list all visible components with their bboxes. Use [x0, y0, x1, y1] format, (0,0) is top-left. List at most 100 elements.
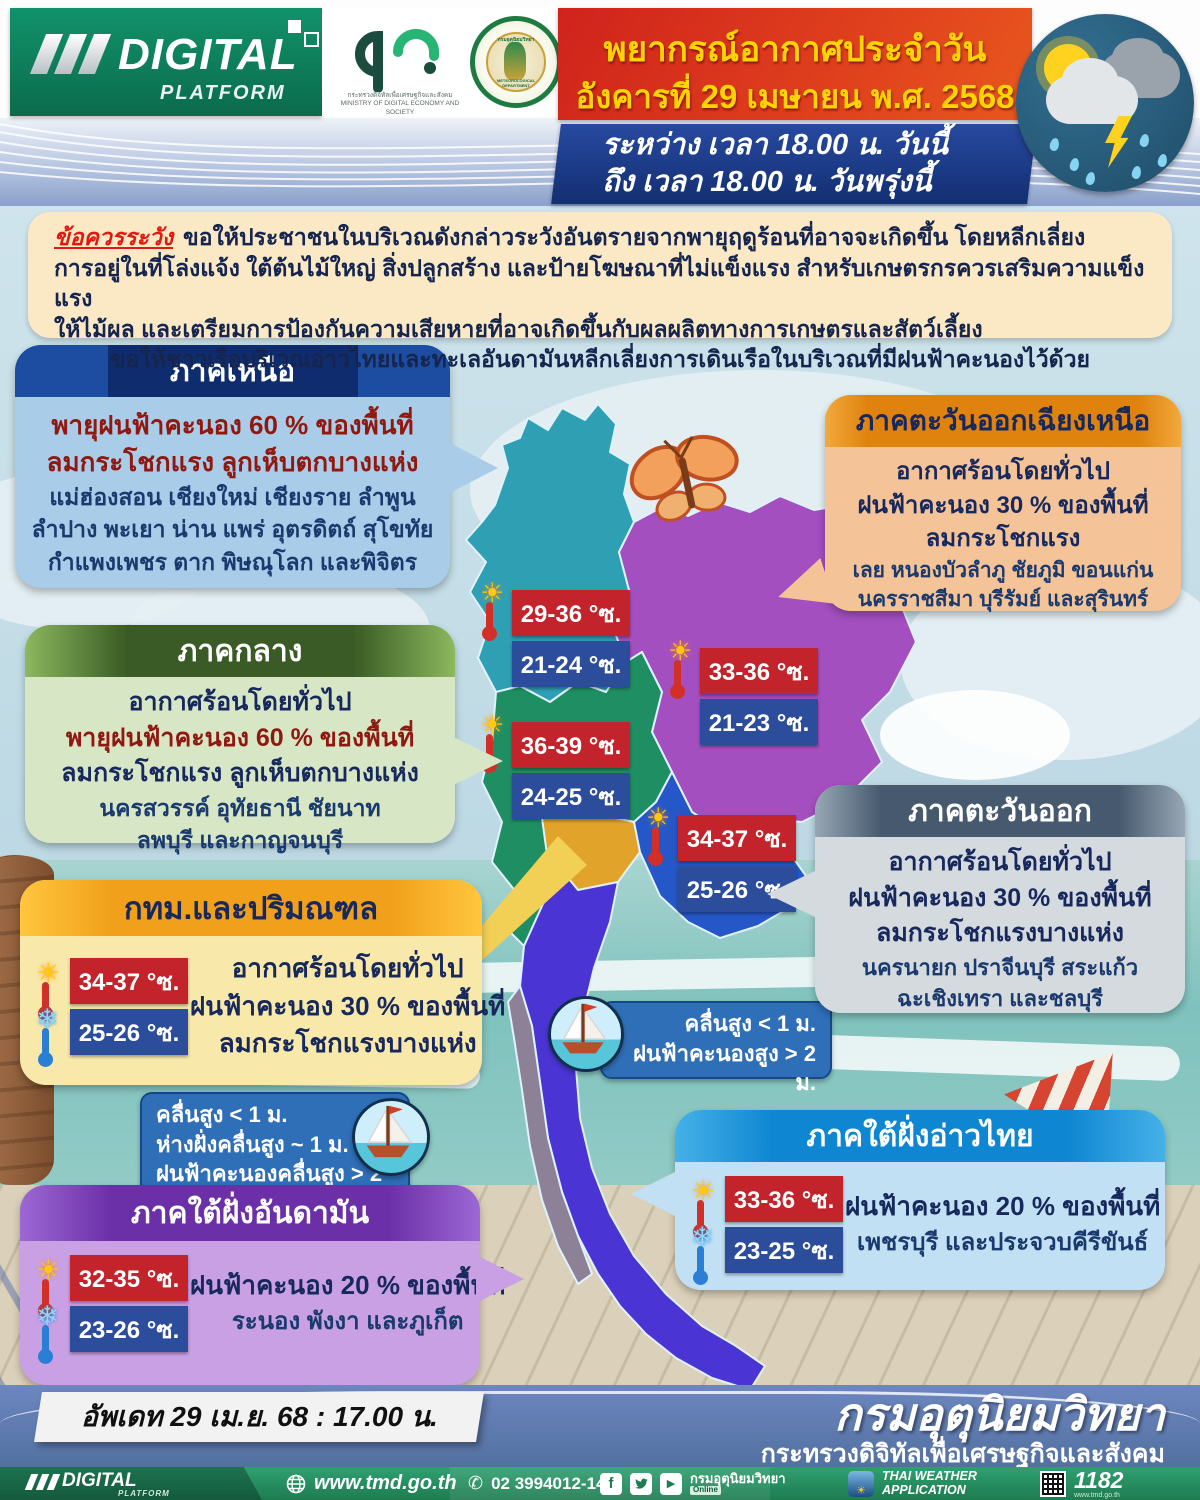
region-header: กทม.และปริมณฑล [20, 880, 482, 936]
logo-square-icon [304, 32, 319, 47]
raindrop-icon [1138, 133, 1151, 148]
forecast-line: ฝนฟ้าคะนอง 30 % ของพื้นที่ [848, 883, 1152, 912]
phone-number: 02 3994012-14 [491, 1473, 606, 1493]
province-line: ลพบุรี และกาญจนบุรี [136, 827, 344, 854]
region-header: ภาคใต้ฝั่งอ่าวไทย [675, 1110, 1165, 1162]
region-title: ภาคใต้ฝั่งอ่าวไทย [806, 1119, 1034, 1153]
ministry-caption-thai: กระทรวงดิจิทัลเพื่อเศรษฐกิจและสังคม [347, 92, 453, 99]
hotline-number: 1182 [1074, 1466, 1124, 1493]
thai-weather-app-icon: ☀ [848, 1470, 874, 1497]
seal-text-bottom: METEOROLOGICAL DEPARTMENT [496, 78, 536, 88]
cold-thermometer-icon: ❄ [687, 1222, 723, 1285]
title-banner: พยากรณ์อากาศประจำวัน อังคารที่ 29 เมษายน… [558, 8, 1032, 120]
forecast-line: อากาศร้อนโดยทั่วไป [231, 953, 464, 983]
wave-line: ฝนฟ้าคะนองสูง > 2 ม. [633, 1040, 816, 1096]
region-header: ภาคเหนือ [15, 345, 450, 397]
warning-line: ให้ไม้ผล และเตรียมการป้องกันความเสียหายท… [54, 315, 983, 342]
temp-low: 23-26 °ซ. [70, 1306, 188, 1352]
youtube-icon: ▶ [660, 1472, 682, 1495]
footer-bar: DIGITAL PLATFORM www.tmd.go.th ✆ 02 3994… [0, 1467, 1200, 1500]
social-account-name: กรมอุตุนิยมวิทยา [690, 1471, 786, 1487]
warning-line: การอยู่ในที่โล่งแจ้ง ใต้ต้นไม้ใหญ่ สิ่งป… [54, 254, 1145, 312]
forecast-line: ลมกระโชกแรง ลูกเห็บตกบางแห่ง [46, 446, 419, 477]
map-temp-north: ☀ 29-36 °ซ. 21-24 °ซ. [480, 578, 630, 687]
map-temp-northeast: ☀ 33-36 °ซ. 21-23 °ซ. [668, 636, 818, 745]
seal-text-top: กรมอุตุนิยมวิทยา [497, 37, 535, 43]
meteorological-department-seal: กรมอุตุนิยมวิทยา METEOROLOGICAL DEPARTME… [470, 16, 562, 108]
footer-brand-digital: DIGITAL [62, 1470, 137, 1491]
warning-line: ข้อควรระวัง ขอให้ประชาชนในบริเวณดังกล่าวร… [54, 222, 1146, 253]
gulf-wave-info: คลื่นสูง < 1 ม. ฝนฟ้าคะนองสูง > 2 ม. [600, 1001, 832, 1095]
region-title: ภาคกลาง [125, 625, 355, 677]
twitter-icon [630, 1472, 652, 1495]
warning-label: ข้อควรระวัง [54, 224, 174, 250]
forecast-line: ฝนฟ้าคะนอง 20 % ของพื้นที่ [845, 1191, 1161, 1222]
ministry-caption-english: MINISTRY OF DIGITAL ECONOMY AND SOCIETY [340, 100, 460, 116]
warning-box: ข้อควรระวัง ขอให้ประชาชนในบริเวณดังกล่าวร… [28, 212, 1172, 372]
digital-platform-logo: DIGITAL PLATFORM [10, 8, 322, 116]
cold-thermometer-icon: ❄ [32, 1301, 68, 1364]
province-line: ลำปาง พะเยา น่าน แพร่ อุตรดิตถ์ สุโขทัย [31, 516, 434, 543]
logo-square-icon [288, 20, 301, 33]
storm-weather-icon [1016, 14, 1194, 192]
wave-line: คลื่นสูง < 1 ม. [684, 1011, 816, 1036]
region-body: พายุฝนฟ้าคะนอง 60 % ของพื้นที่ ลมกระโชกแ… [15, 397, 450, 579]
region-card-east: ภาคตะวันออก อากาศร้อนโดยทั่วไป ฝนฟ้าคะนอ… [767, 785, 1185, 1014]
forecast-line: อากาศร้อนโดยทั่วไป [888, 848, 1112, 876]
footer-website: www.tmd.go.th [286, 1467, 457, 1500]
region-body: ☀ ❄ 33-36 °ซ. 23-25 °ซ. ฝนฟ้าคะนอง 20 % … [675, 1162, 1165, 1285]
region-card-north: ภาคเหนือ พายุฝนฟ้าคะนอง 60 % ของพื้นที่ … [15, 345, 498, 588]
period-line: ถึง เวลา 18.00 น. วันพรุ่งนี้ [602, 166, 932, 199]
province-line: แม่ฮ่องสอน เชียงใหม่ เชียงราย ลำพูน [49, 483, 416, 510]
raindrop-icon [1084, 171, 1097, 186]
province-line: ระนอง พังงา และภูเก็ต [231, 1307, 464, 1335]
province-line: นครราชสีมา บุรีรัมย์ และสุรินทร์ [857, 588, 1149, 612]
cloud-icon [1112, 38, 1164, 78]
app-name-line: THAI WEATHER [882, 1469, 977, 1484]
region-body: อากาศร้อนโดยทั่วไป ฝนฟ้าคะนอง 30 % ของพื… [825, 447, 1181, 615]
organization-name: กรมอุตุนิยมวิทยา [834, 1389, 1165, 1440]
region-header: ภาคตะวันออก [815, 785, 1185, 837]
bottom-curve-line [0, 1391, 1200, 1424]
seal-figure [504, 42, 526, 80]
province-line: นครนายก ปราจีนบุรี สระแก้ว [861, 954, 1139, 980]
province-line: กำแพงเพชร ตาก พิษณุโลก และพิจิตร [47, 549, 418, 576]
brand-platform: PLATFORM [160, 82, 286, 104]
warning-text: ขอให้ประชาชนในบริเวณดังกล่าวระวังอันตราย… [183, 224, 1086, 250]
cold-thermometer-icon: ❄ [32, 1004, 68, 1067]
website-url: www.tmd.go.th [314, 1472, 457, 1494]
region-title: ภาคตะวันออกเฉียงเหนือ [855, 405, 1151, 436]
footer-social: f ▶ กรมอุตุนิยมวิทยา Online [600, 1467, 786, 1500]
temp-high: 33-36 °ซ. [700, 648, 818, 694]
footer-app: ☀ THAI WEATHER APPLICATION [848, 1467, 977, 1500]
region-body: อากาศร้อนโดยทั่วไป ฝนฟ้าคะนอง 30 % ของพื… [815, 837, 1185, 1014]
period-line: ระหว่าง เวลา 18.00 น. วันนี้ [602, 129, 949, 161]
raindrop-icon [1130, 165, 1143, 180]
qr-caption: www.tmd.go.th [1074, 1491, 1120, 1499]
sailboat-icon [548, 996, 624, 1072]
raindrop-icon [1068, 157, 1081, 172]
province-line: เลย หนองบัวลำภู ชัยภูมิ ขอนแก่น [852, 558, 1154, 582]
temp-high: 29-36 °ซ. [512, 590, 630, 636]
callout-tail [631, 1170, 679, 1218]
forecast-line: ฝนฟ้าคะนอง 30 % ของพื้นที่ [190, 990, 506, 1021]
forecast-line: ฝนฟ้าคะนอง 20 % ของพื้นที่ [190, 1270, 506, 1301]
region-card-central: ภาคกลาง อากาศร้อนโดยทั่วไป พายุฝนฟ้าคะนอ… [25, 625, 503, 853]
facebook-icon: f [600, 1472, 622, 1495]
province-line: ฉะเชิงเทรา และชลบุรี [897, 985, 1103, 1011]
region-title: กทม.และปริมณฑล [123, 891, 379, 926]
logo-slash-icon [46, 1474, 61, 1490]
province-line: เพชรบุรี และประจวบคีรีขันธ์ [857, 1228, 1149, 1256]
region-card-bangkok: กทม.และปริมณฑล ☀ ❄ 34-37 °ซ. 25-26 °ซ. อ… [20, 880, 505, 1085]
region-card-south-andaman: ภาคใต้ฝั่งอันดามัน ☀ ❄ 32-35 °ซ. 23-26 °… [20, 1185, 524, 1385]
qr-code [1040, 1470, 1066, 1497]
temp-high: 36-39 °ซ. [512, 722, 630, 768]
region-body: อากาศร้อนโดยทั่วไป พายุฝนฟ้าคะนอง 60 % ข… [25, 677, 455, 857]
temp-low: 25-26 °ซ. [70, 1009, 188, 1056]
forecast-line: ลมกระโชกแรงบางแห่ง [218, 1028, 477, 1059]
footer-logo-block: DIGITAL PLATFORM [0, 1467, 262, 1500]
footer-hotline: 1182 www.tmd.go.th [1040, 1467, 1123, 1500]
forecast-line: ลมกระโชกแรง [925, 525, 1081, 553]
callout-tail [767, 869, 819, 919]
